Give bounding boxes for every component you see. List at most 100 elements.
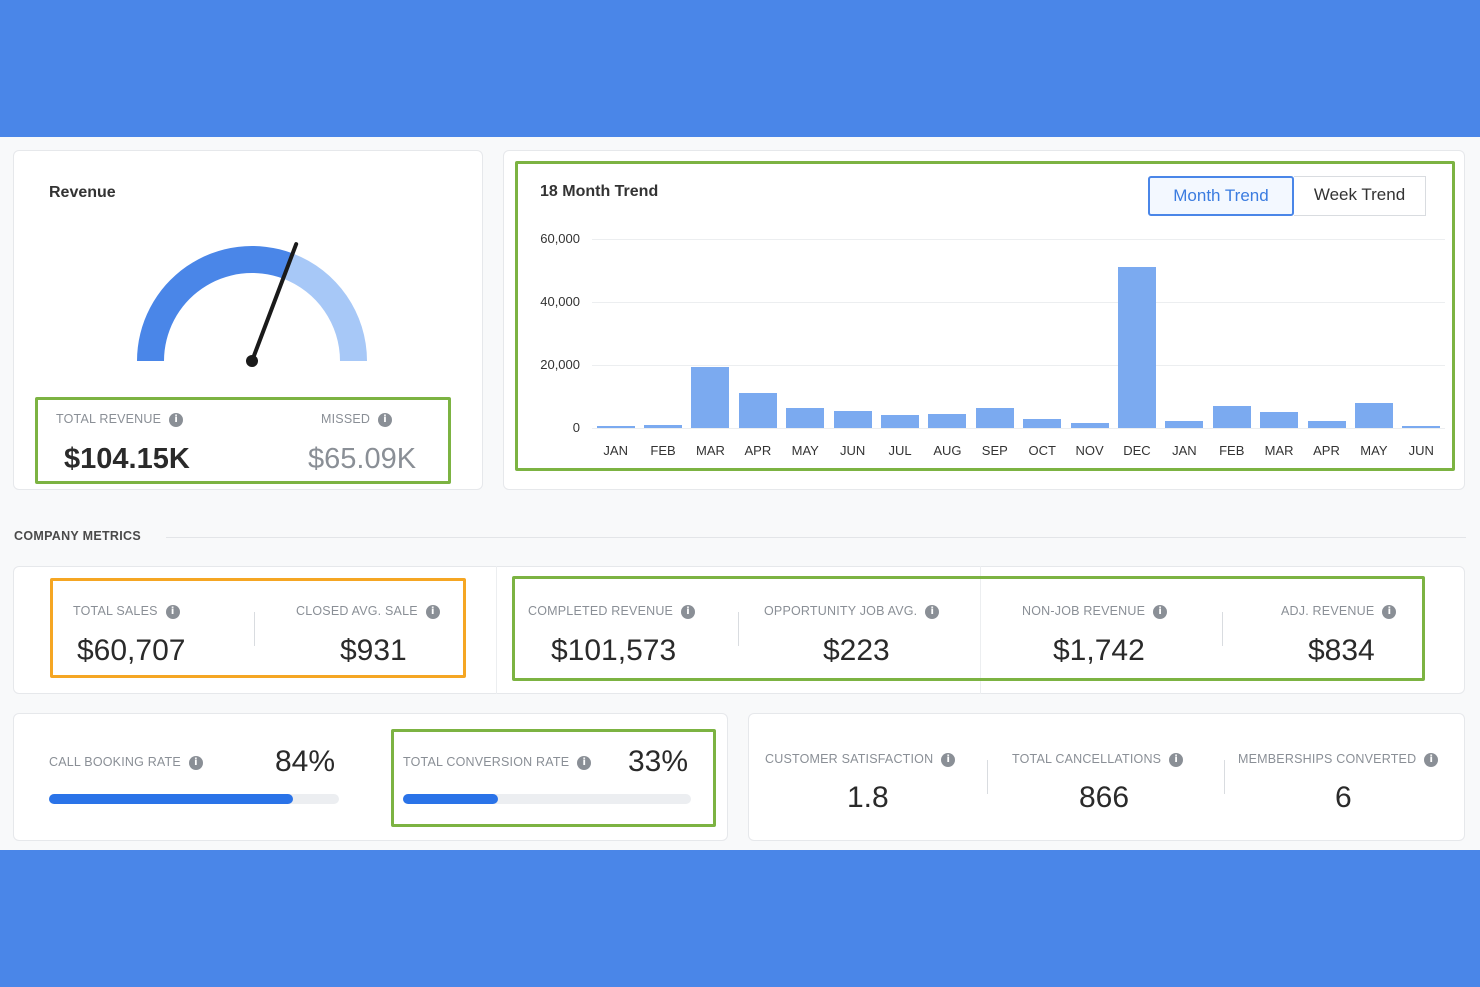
bar-jul[interactable] <box>881 414 920 428</box>
x-tick-label: OCT <box>1028 443 1056 458</box>
company-metrics-label: COMPANY METRICS <box>14 529 141 543</box>
bar-jan[interactable] <box>596 426 635 429</box>
bar-may[interactable] <box>1354 402 1393 428</box>
x-tick-label: JAN <box>603 443 628 458</box>
x-tick-label: APR <box>744 443 772 458</box>
highlight-conversion-rate <box>391 729 716 827</box>
conversion-progress-fill <box>403 794 498 804</box>
opportunity-job-avg-value: $223 <box>823 634 890 667</box>
total-cancellations-value: 866 <box>1079 781 1130 814</box>
adj-revenue-value: $834 <box>1308 634 1375 667</box>
y-tick-label: 0 <box>572 420 580 435</box>
total-sales-label: TOTAL SALES i <box>73 604 180 619</box>
info-icon[interactable]: i <box>941 752 956 767</box>
gridline <box>592 239 1445 240</box>
total-conversion-rate-label: TOTAL CONVERSION RATE i <box>403 755 592 770</box>
info-icon[interactable]: i <box>925 604 940 619</box>
missed-label: MISSED i <box>321 412 393 427</box>
info-icon[interactable]: i <box>425 604 440 619</box>
x-tick-label: FEB <box>650 443 676 458</box>
divider <box>496 566 497 694</box>
x-tick-label: DEC <box>1123 443 1151 458</box>
bar-mar[interactable] <box>1260 411 1299 428</box>
x-tick-label: SEP <box>981 443 1008 458</box>
bar-apr[interactable] <box>1307 421 1346 428</box>
opportunity-job-avg-label: OPPORTUNITY JOB AVG. i <box>764 604 940 619</box>
highlight-revenue-metrics <box>512 576 1425 681</box>
memberships-converted-label: MEMBERSHIPS CONVERTED i <box>1238 752 1439 767</box>
bar-may[interactable] <box>786 407 825 428</box>
bar-sep[interactable] <box>975 408 1014 428</box>
bar-feb[interactable] <box>644 425 683 428</box>
memberships-converted-value: 6 <box>1335 781 1352 814</box>
bar-aug[interactable] <box>928 414 967 428</box>
call-booking-rate-value: 84% <box>275 745 336 778</box>
rates-card <box>13 713 728 841</box>
bar-jun[interactable] <box>1402 426 1441 429</box>
bar-jan[interactable] <box>1165 421 1204 428</box>
month-trend-button[interactable]: Month Trend <box>1148 176 1294 216</box>
trend-title: 18 Month Trend <box>540 183 659 200</box>
info-icon[interactable]: i <box>378 412 393 427</box>
metrics-card-row3 <box>748 713 1465 841</box>
non-job-revenue-value: $1,742 <box>1053 634 1145 667</box>
x-tick-label: JAN <box>1172 443 1197 458</box>
revenue-gauge <box>137 242 367 367</box>
bar-mar[interactable] <box>691 366 730 428</box>
highlight-revenue-totals <box>35 397 451 484</box>
customer-satisfaction-label: CUSTOMER SATISFACTION i <box>765 752 956 767</box>
customer-satisfaction-value: 1.8 <box>847 781 889 814</box>
revenue-card: Revenue TOTAL REVENUE i $104.15K MISSED i … <box>13 150 483 490</box>
non-job-revenue-label: NON-JOB REVENUE i <box>1022 604 1168 619</box>
info-icon[interactable]: i <box>1169 752 1184 767</box>
total-revenue-label: TOTAL REVENUE i <box>56 412 184 427</box>
trend-toggle: Month Trend Week Trend <box>1148 176 1426 216</box>
info-icon[interactable]: i <box>577 755 592 770</box>
x-tick-label: AUG <box>933 443 962 458</box>
info-icon[interactable]: i <box>169 412 184 427</box>
info-icon[interactable]: i <box>1424 752 1439 767</box>
highlight-trend-chart <box>515 161 1455 471</box>
week-trend-button[interactable]: Week Trend <box>1294 176 1426 216</box>
x-tick-label: FEB <box>1219 443 1245 458</box>
gridline <box>592 302 1445 303</box>
bar-nov[interactable] <box>1070 422 1109 428</box>
total-sales-value: $60,707 <box>77 634 186 667</box>
gauge-needle-pivot <box>246 355 258 367</box>
x-tick-label: MAY <box>1360 443 1388 458</box>
bar-jun[interactable] <box>833 410 872 428</box>
bar-dec[interactable] <box>1117 267 1156 428</box>
bar-feb[interactable] <box>1212 405 1251 428</box>
info-icon[interactable]: i <box>165 604 180 619</box>
bottom-banner <box>0 850 1480 987</box>
info-icon[interactable]: i <box>1153 604 1168 619</box>
completed-revenue-label: COMPLETED REVENUE i <box>528 604 696 619</box>
missed-value: $65.09K <box>308 443 417 475</box>
top-banner <box>0 0 1480 137</box>
bar-apr[interactable] <box>738 393 777 428</box>
adj-revenue-label: ADJ. REVENUE i <box>1281 604 1397 619</box>
section-divider <box>166 537 1466 538</box>
info-icon[interactable]: i <box>188 755 203 770</box>
x-tick-label: JUN <box>839 443 866 458</box>
x-tick-label: MAR <box>696 443 725 458</box>
bar-oct[interactable] <box>1023 418 1062 428</box>
call-booking-rate-label: CALL BOOKING RATE i <box>49 755 203 770</box>
divider <box>980 566 981 694</box>
closed-avg-sale-value: $931 <box>340 634 407 667</box>
x-tick-label: APR <box>1313 443 1340 458</box>
total-revenue-value: $104.15K <box>64 443 190 475</box>
info-icon[interactable]: i <box>681 604 696 619</box>
total-cancellations-label: TOTAL CANCELLATIONS i <box>1012 752 1184 767</box>
x-tick-label: JUN <box>1408 443 1434 458</box>
y-tick-label: 20,000 <box>540 357 580 372</box>
completed-revenue-value: $101,573 <box>551 634 677 667</box>
gridline <box>592 365 1445 366</box>
x-tick-label: MAR <box>1264 443 1294 458</box>
total-conversion-rate-value: 33% <box>628 745 689 778</box>
gridline <box>592 428 1445 429</box>
divider <box>987 760 988 794</box>
gauge-remaining-arc <box>283 253 367 361</box>
info-icon[interactable]: i <box>1382 604 1397 619</box>
closed-avg-sale-label: CLOSED AVG. SALE i <box>296 604 440 619</box>
